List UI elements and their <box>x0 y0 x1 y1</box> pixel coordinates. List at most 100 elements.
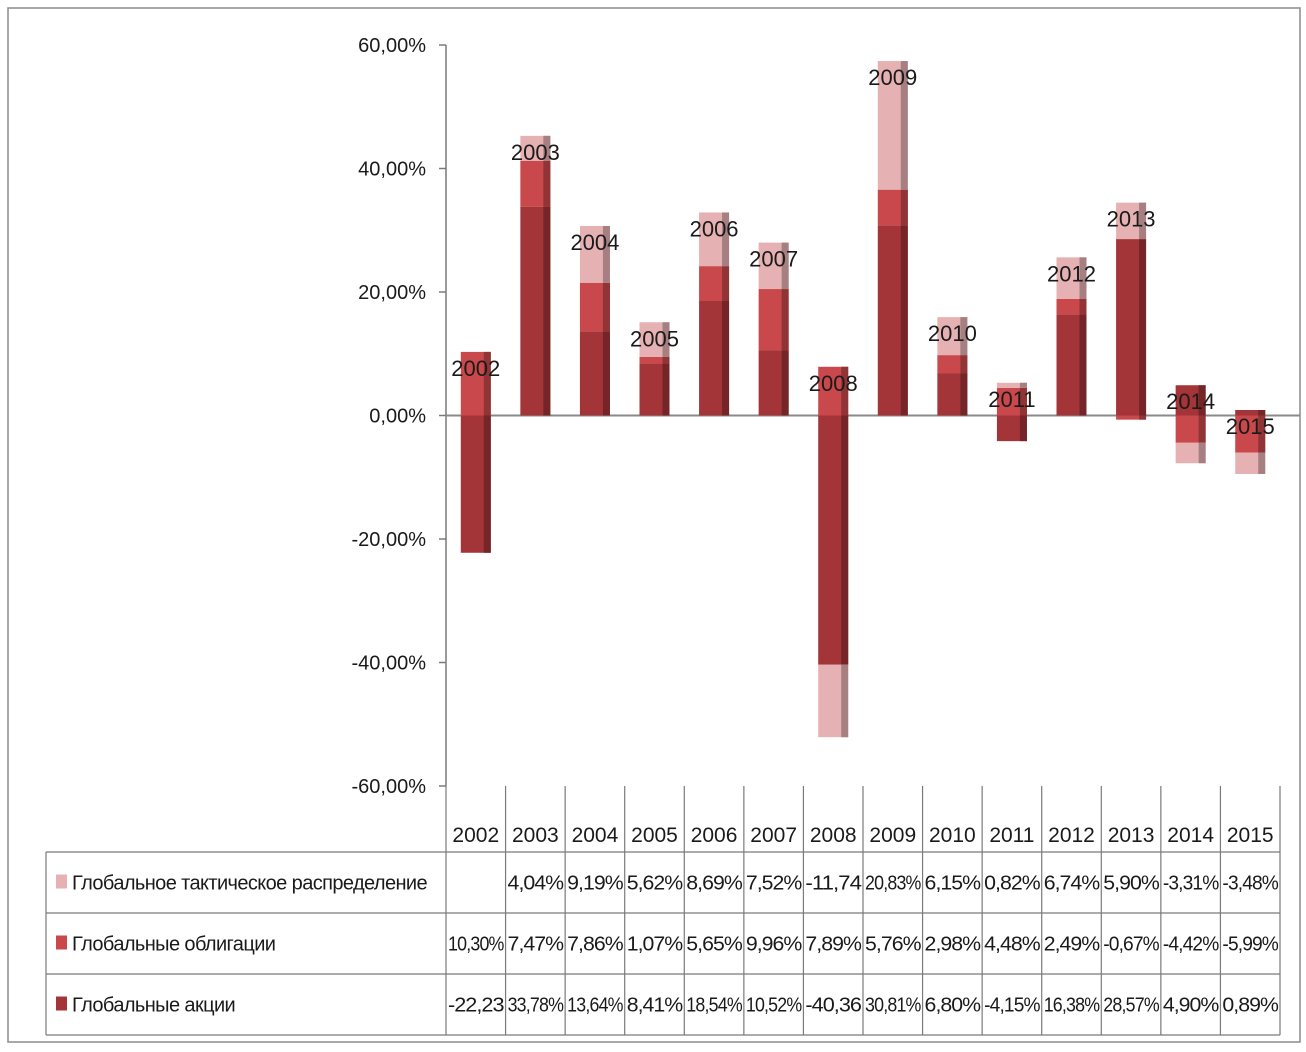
table-category-label: 2014 <box>1167 824 1214 847</box>
table-value: 5,90% <box>1103 873 1160 895</box>
bar-segment-side <box>900 189 908 226</box>
table-value: 10,30% <box>448 934 505 956</box>
bar-segment-side <box>602 331 610 416</box>
table-value: 8,69% <box>686 873 743 895</box>
bar-segment-side <box>781 242 789 290</box>
table-value: -3,48% <box>1222 873 1279 895</box>
table-value: 1,07% <box>627 934 684 956</box>
bar-year-label: 2013 <box>1107 207 1156 232</box>
bar-segment <box>639 356 670 364</box>
bar-segment-side <box>662 363 670 416</box>
bar-segment-side <box>1258 410 1266 416</box>
bar-segment <box>996 382 1027 388</box>
table-value: 6,74% <box>1044 873 1101 895</box>
bar-segment-side <box>1198 385 1206 416</box>
table-category-label: 2010 <box>929 824 976 847</box>
table-value: 4,48% <box>984 934 1041 956</box>
chart-frame <box>7 7 1301 1043</box>
bar-segment-side <box>662 356 670 364</box>
y-tick-label: -60,00% <box>352 776 427 798</box>
table-category-label: 2015 <box>1227 824 1274 847</box>
table-value: 5,62% <box>627 873 684 895</box>
table-value: 0,82% <box>984 873 1041 895</box>
table-category-label: 2011 <box>989 824 1034 847</box>
table-value: 7,47% <box>508 934 565 956</box>
bar-year-label: 2006 <box>690 216 739 241</box>
bar-year-label: 2009 <box>868 65 917 90</box>
table-category-label: 2013 <box>1108 824 1155 847</box>
legend-label: Глобальное тактическое распределение <box>72 873 427 895</box>
table-value: 7,52% <box>746 873 803 895</box>
bar-segment-side <box>1139 202 1147 240</box>
table-value: 2,49% <box>1044 934 1101 956</box>
bar-segment-side <box>662 322 670 357</box>
bar-segment-side <box>543 206 551 416</box>
bar-segment-side <box>960 373 968 416</box>
bar-segment <box>1116 415 1147 420</box>
table-category-label: 2005 <box>631 824 678 847</box>
table-value: 6,80% <box>925 995 982 1017</box>
table-value: 33,78% <box>508 995 565 1017</box>
bar-year-label: 2005 <box>630 326 679 351</box>
bar-segment-side <box>1079 314 1087 416</box>
bar-segment <box>937 355 968 374</box>
bar-segment-side <box>1139 415 1147 420</box>
bar-segment-side <box>1198 415 1206 443</box>
table-category-label: 2007 <box>750 824 797 847</box>
bar-segment-side <box>602 225 610 283</box>
bar-segment-side <box>1258 452 1266 474</box>
legend-swatch <box>56 996 67 1011</box>
bar-year-label: 2003 <box>511 140 560 165</box>
table-category-label: 2002 <box>452 824 499 847</box>
bar-segment-side <box>781 350 789 416</box>
bar-year-label: 2002 <box>451 356 500 381</box>
table-value: 18,54% <box>686 995 743 1017</box>
table-value: 9,96% <box>746 934 803 956</box>
bar-year-label: 2004 <box>570 230 619 255</box>
bar-segment-side <box>960 317 968 356</box>
bar-segment-side <box>960 355 968 374</box>
bar-segment-side <box>722 301 730 416</box>
legend-label: Глобальные облигации <box>72 934 275 956</box>
table-value: 20,83% <box>865 873 922 895</box>
table-value: 28,57% <box>1103 995 1160 1017</box>
table-value: -4,15% <box>984 995 1041 1017</box>
bar-year-label: 2010 <box>928 321 977 346</box>
bar-segment <box>1056 298 1087 315</box>
bar-segment-side <box>781 289 789 351</box>
table-category-label: 2004 <box>572 824 619 847</box>
bar-segment-side <box>1079 257 1087 299</box>
y-tick-label: 60,00% <box>358 35 426 57</box>
bar-segment-side <box>900 61 908 190</box>
table-value: 7,89% <box>805 934 862 956</box>
bar-segment-side <box>841 366 849 416</box>
bar-segment-side <box>841 415 849 665</box>
table-value: -4,42% <box>1163 934 1220 956</box>
table-value: 6,15% <box>925 873 982 895</box>
bar-segment-side <box>722 212 730 267</box>
bar-segment-side <box>1258 415 1266 453</box>
table-value: -22,23 <box>448 995 504 1017</box>
bar-segment-side <box>1139 239 1147 416</box>
table-value: 4,04% <box>508 873 565 895</box>
bar-segment-side <box>841 664 849 738</box>
y-tick-label: 0,00% <box>369 406 426 428</box>
table-value: 16,38% <box>1044 995 1101 1017</box>
bar-segment <box>1235 410 1266 416</box>
y-tick-label: -20,00% <box>352 529 427 551</box>
bar-segment-side <box>1019 382 1027 388</box>
table-category-label: 2003 <box>512 824 559 847</box>
y-tick-label: 40,00% <box>358 159 426 181</box>
table-value: 4,90% <box>1163 995 1220 1017</box>
table-value: 5,65% <box>686 934 743 956</box>
bar-segment-side <box>900 225 908 416</box>
bar-segment-side <box>543 160 551 207</box>
bar-segment-side <box>1019 415 1027 442</box>
bar-year-label: 2008 <box>809 371 858 396</box>
table-category-label: 2006 <box>691 824 738 847</box>
bar-segment-side <box>483 351 491 416</box>
table-value: 10,52% <box>746 995 803 1017</box>
bar-segment-side <box>543 135 551 161</box>
table-category-label: 2012 <box>1048 824 1095 847</box>
